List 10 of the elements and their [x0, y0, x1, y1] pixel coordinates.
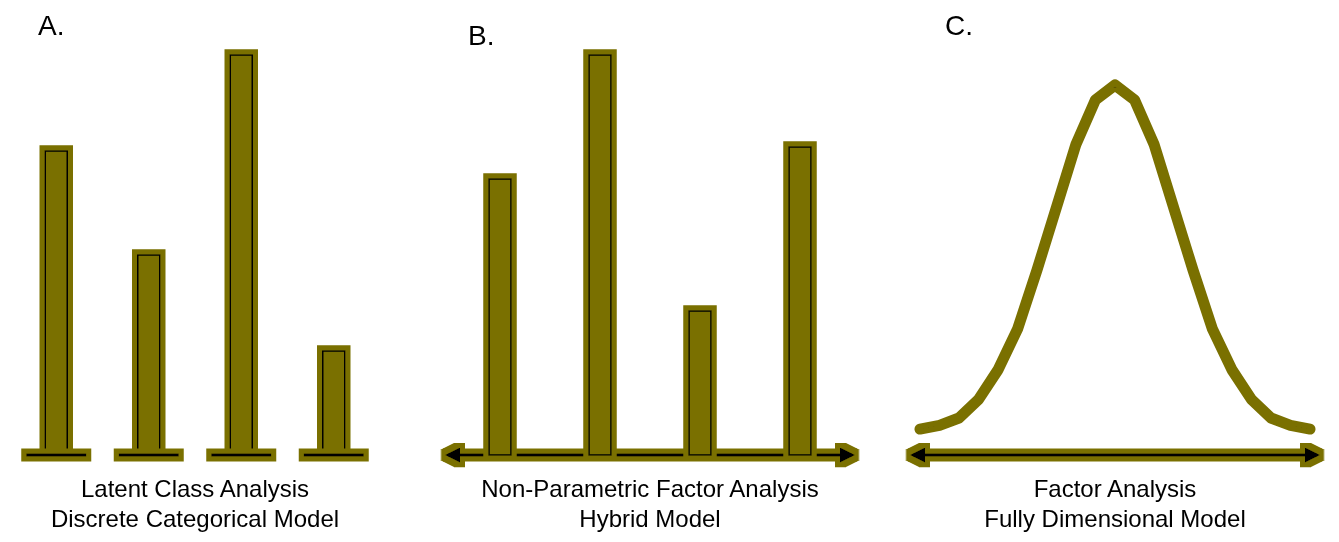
- bar: [688, 310, 712, 456]
- chart-title: C.: [945, 10, 973, 41]
- x-axis-title: Non-Parametric Factor Analysis Hybrid Model: [481, 475, 819, 532]
- chart-title: A.: [38, 10, 65, 41]
- chart-title: B.: [468, 20, 495, 51]
- x-axis-title: Latent Class Analysis Discrete Categorical Model: [50, 475, 340, 532]
- x-axis-title: Factor Analysis Fully Dimensional Model: [984, 475, 1246, 532]
- bar: [588, 54, 612, 456]
- bar: [788, 146, 812, 456]
- bar: [488, 178, 512, 456]
